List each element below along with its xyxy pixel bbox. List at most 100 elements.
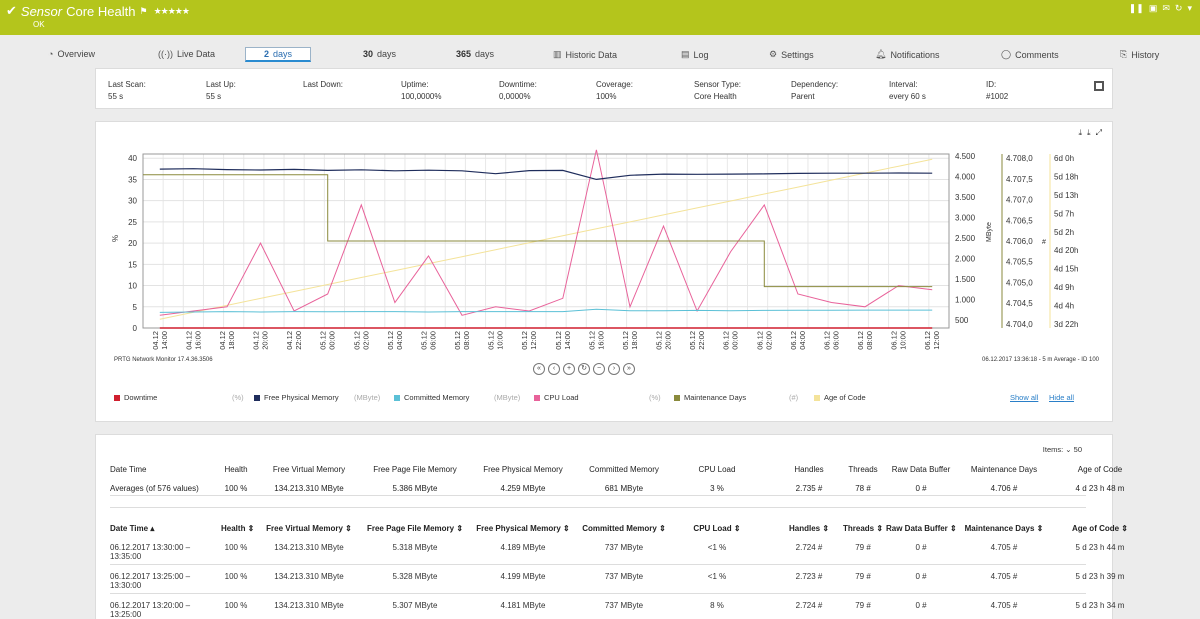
legend-item-committed-memory[interactable]: Committed Memory (MByte) — [394, 393, 520, 402]
column-header[interactable]: Age of Code ⇕ — [1071, 524, 1129, 533]
column-header[interactable]: Committed Memory ⇕ — [582, 524, 666, 533]
tab-label: Historic Data — [565, 49, 618, 60]
show-all-link[interactable]: Show all — [1010, 393, 1039, 402]
chevron-down-icon[interactable]: ▾ — [1187, 3, 1192, 13]
table-cell: 134.213.310 MByte — [274, 572, 344, 581]
table-cell: 79 # — [855, 572, 871, 581]
y3-tick-label: 4.705,0 — [1006, 278, 1033, 287]
next-icon[interactable]: › — [608, 363, 620, 375]
x-tick-label: 06.12 — [822, 331, 831, 350]
tab-live-data[interactable]: ((·)) Live Data — [158, 49, 215, 59]
sensor-title: ✔ Sensor Core Health ⚑ ★★★★★ — [6, 3, 190, 19]
tab-30-days[interactable]: 30 days — [363, 49, 396, 59]
column-header[interactable]: Health ⇕ — [221, 524, 255, 533]
tab-log[interactable]: ▤ Log — [681, 49, 709, 60]
download-icon[interactable]: ⤓ — [1087, 128, 1091, 137]
info-last-up: Last Up: 55 s — [206, 80, 236, 101]
table-cell: 79 # — [855, 601, 871, 610]
legend-item-downtime[interactable]: Downtime (%) — [114, 393, 244, 402]
column-header[interactable]: Raw Data Buffer — [891, 465, 951, 474]
column-header[interactable]: Age of Code — [1077, 465, 1123, 474]
column-header[interactable]: Threads ⇕ — [843, 524, 884, 533]
column-header[interactable]: Maintenance Days ⇕ — [964, 524, 1044, 533]
first-icon[interactable]: « — [533, 363, 545, 375]
legend-label: Free Physical Memory — [264, 393, 339, 402]
column-header[interactable]: CPU Load — [698, 465, 736, 474]
tab-label: Settings — [781, 49, 814, 60]
tab-history[interactable]: ⎘ History — [1120, 49, 1159, 60]
graph-chart[interactable]: 0 5 10 15 20 25 30 35 40% 500 1.000 1.500 2.000 2.500… — [96, 142, 1112, 382]
table-cell: 4.259 MByte — [500, 484, 546, 493]
download-icon[interactable]: ⤓ — [1078, 128, 1083, 137]
x-tick-label: 12:00 — [529, 331, 538, 350]
x-tick-label: 08:00 — [865, 331, 874, 350]
x-tick-label: 05.12 — [319, 331, 328, 350]
tab-365-days[interactable]: 365 days — [456, 49, 494, 59]
column-header[interactable]: Committed Memory — [589, 465, 659, 474]
tab-2-days[interactable]: 2 days — [245, 47, 312, 62]
reset-icon[interactable]: ↻ — [578, 363, 590, 375]
column-header[interactable]: Raw Data Buffer ⇕ — [886, 524, 957, 533]
priority-stars[interactable]: ★★★★★ — [153, 5, 190, 16]
document-icon[interactable]: ▣ — [1148, 3, 1158, 13]
zoom-out-icon[interactable]: − — [593, 363, 605, 375]
prev-icon[interactable]: ‹ — [548, 363, 560, 375]
tab-settings[interactable]: ⚙ Settings — [769, 49, 814, 60]
table-cell: 2.735 # — [795, 484, 823, 493]
tab-notifications[interactable]: 🔔︎ Notifications — [875, 49, 939, 60]
column-header[interactable]: Health — [224, 465, 248, 474]
info-interval: Interval: every 60 s — [889, 80, 926, 101]
legend-item-age-of-code[interactable]: Age of Code — [814, 393, 866, 402]
tab-comments[interactable]: ◯ Comments — [1001, 49, 1059, 60]
x-tick-label: 16:00 — [596, 331, 605, 350]
column-header[interactable]: Handles ⇕ — [788, 524, 830, 533]
table-cell: 134.213.310 MByte — [274, 543, 344, 552]
y2-tick-label: 2.000 — [955, 254, 976, 263]
column-header[interactable]: Free Page File Memory ⇕ — [366, 524, 464, 533]
x-tick-label: 14:00 — [160, 331, 169, 350]
table-cell: 78 # — [855, 484, 871, 493]
column-header[interactable]: Date Time — [110, 465, 147, 474]
flag-icon[interactable]: ⚑ — [139, 5, 148, 16]
check-icon: ✔ — [6, 3, 17, 18]
y-tick-label: 35 — [128, 175, 137, 184]
pause-icon[interactable]: ❚❚ — [1128, 3, 1144, 13]
comment-icon: ◯ — [1001, 49, 1012, 59]
y4-tick-label: 4d 20h — [1054, 246, 1078, 255]
column-header[interactable]: CPU Load ⇕ — [693, 524, 741, 533]
table-cell: 2.724 # — [795, 601, 823, 610]
tab-label: History — [1131, 49, 1160, 60]
column-header[interactable]: Free Virtual Memory ⇕ — [266, 524, 352, 533]
y3-axis-label: # — [1042, 239, 1046, 246]
column-header[interactable]: Free Virtual Memory — [272, 465, 346, 474]
y2-tick-label: 3.000 — [955, 213, 976, 222]
legend-item-maintenance-days[interactable]: Maintenance Days (#) — [674, 393, 798, 402]
qr-code-icon[interactable] — [1094, 81, 1104, 91]
tab-num: 365 — [456, 49, 472, 59]
column-header[interactable]: Maintenance Days — [970, 465, 1038, 474]
x-tick-label: 04.12 — [252, 331, 261, 350]
zoom-in-icon[interactable]: + — [563, 363, 575, 375]
tab-historic-data[interactable]: ▥ Historic Data — [553, 49, 617, 60]
y2-tick-label: 2.500 — [955, 234, 976, 243]
last-icon[interactable]: » — [623, 363, 635, 375]
tab-overview[interactable]: ◔ Overview — [48, 49, 95, 59]
table-cell: 5 d 23 h 34 m — [1075, 601, 1125, 610]
column-header[interactable]: Free Page File Memory — [373, 465, 457, 474]
table-cell: 5 d 23 h 39 m — [1075, 572, 1125, 581]
legend-item-free-physical-memory[interactable]: Free Physical Memory (MByte) — [254, 393, 380, 402]
table-cell: 2.724 # — [795, 543, 823, 552]
items-per-page[interactable]: Items: ⌄ 50 — [1042, 445, 1082, 454]
y3-tick-label: 4.704,5 — [1006, 299, 1033, 308]
column-header[interactable]: Date Time ▴ — [110, 524, 155, 533]
gear-icon: ⚙ — [769, 49, 778, 59]
expand-icon[interactable]: ⤢ — [1095, 128, 1102, 137]
column-header[interactable]: Handles — [794, 465, 824, 474]
mail-icon[interactable]: ✉ — [1162, 3, 1170, 13]
column-header[interactable]: Free Physical Memory — [483, 465, 563, 474]
legend-item-cpu-load[interactable]: CPU Load (%) — [534, 393, 661, 402]
column-header[interactable]: Threads — [848, 465, 878, 474]
hide-all-link[interactable]: Hide all — [1049, 393, 1075, 402]
refresh-icon[interactable]: ↻ — [1174, 3, 1183, 13]
column-header[interactable]: Free Physical Memory ⇕ — [476, 524, 570, 533]
